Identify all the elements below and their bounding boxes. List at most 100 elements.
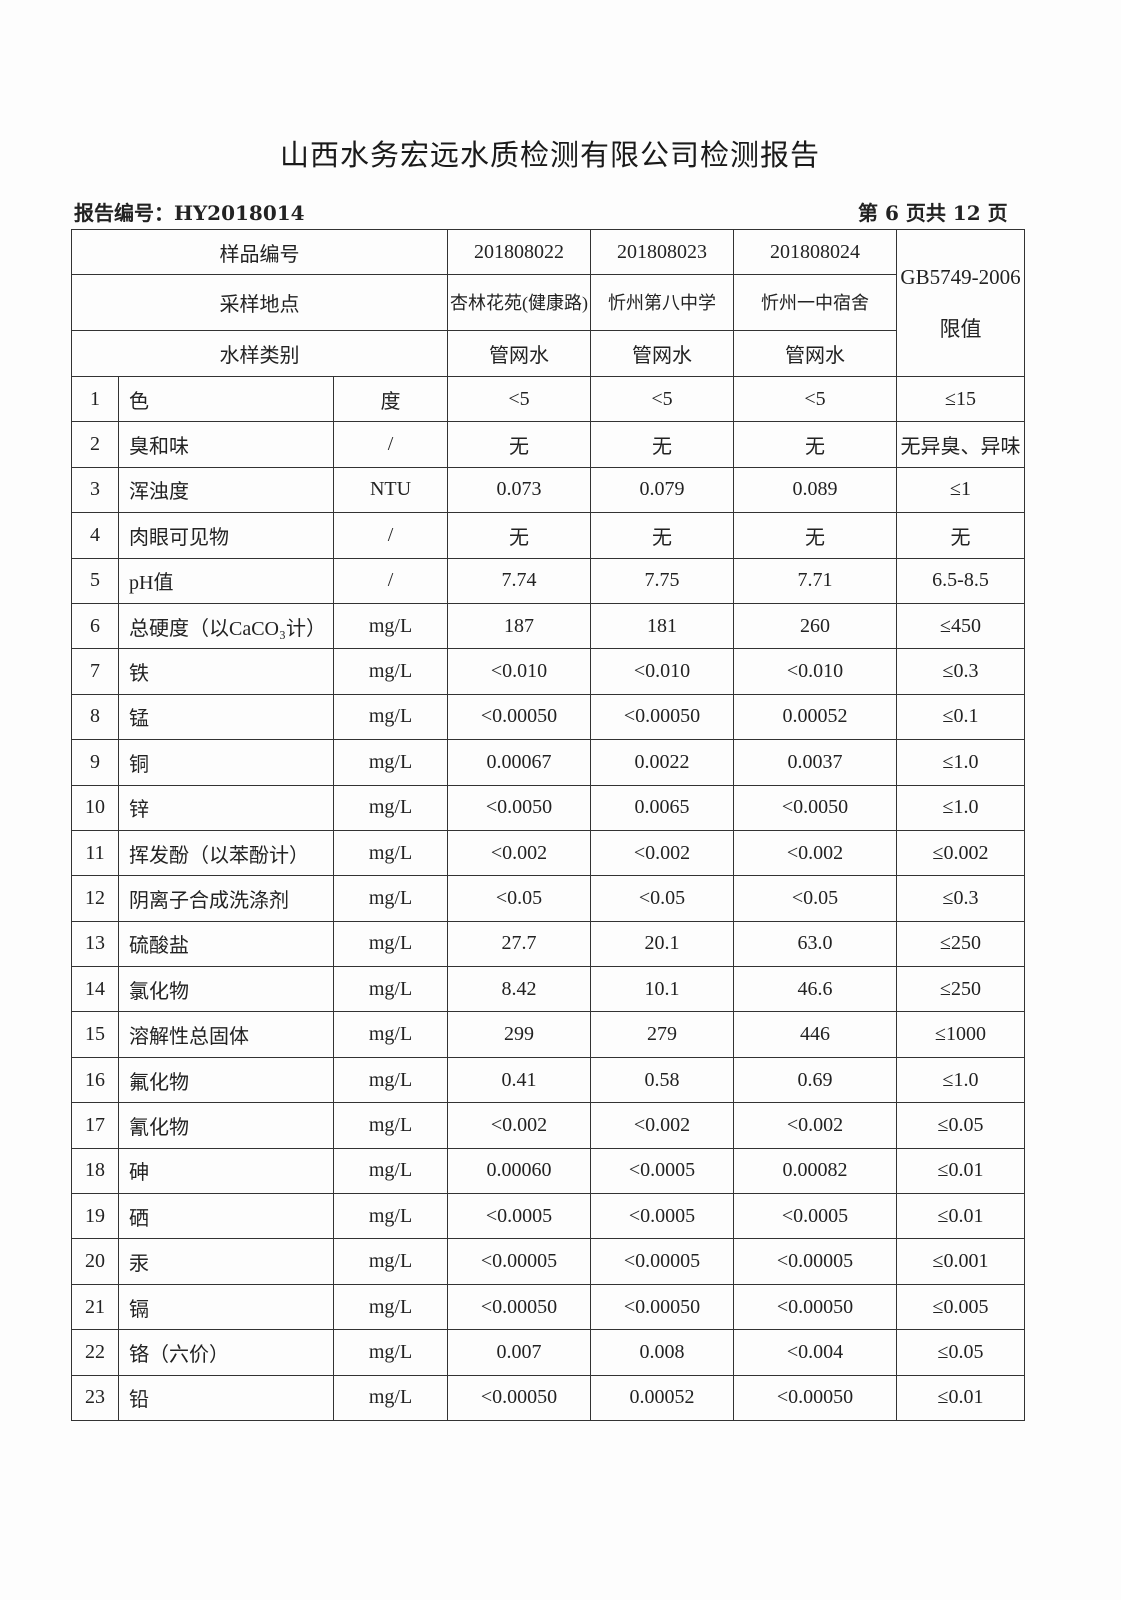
- test-item: 总硬度（以CaCO₃计）: [118, 602, 334, 650]
- row-index: 21: [71, 1283, 119, 1331]
- table-row: 9 铜 mg/L 0.00067 0.0022 0.0037 ≤1.0: [71, 739, 1025, 786]
- unit: 度: [333, 375, 448, 423]
- result-value: <5: [590, 375, 734, 423]
- limit-value: ≤1.0: [896, 1056, 1025, 1104]
- result-value: <0.010: [590, 648, 734, 695]
- result-value: 260: [733, 602, 897, 650]
- result-value: <0.00050: [733, 1283, 897, 1331]
- result-value: 0.0065: [590, 784, 734, 831]
- sample-type: 管网水: [447, 330, 591, 377]
- result-value: <0.002: [590, 1102, 734, 1149]
- test-item: 溶解性总固体: [118, 1011, 334, 1058]
- row-index: 2: [71, 421, 119, 468]
- sample-no: 201808024: [733, 229, 897, 275]
- result-value: <0.00005: [733, 1238, 897, 1285]
- result-value: 8.42: [447, 966, 591, 1013]
- result-value: <0.002: [447, 1102, 591, 1149]
- result-value: <0.0050: [733, 784, 897, 831]
- table-row: 23 铅 mg/L <0.00050 0.00052 <0.00050 ≤0.01: [71, 1374, 1025, 1421]
- test-item: 铬（六价）: [118, 1329, 334, 1376]
- result-value: 无: [590, 512, 734, 559]
- sample-no: 201808022: [447, 229, 591, 275]
- result-value: 0.007: [447, 1329, 591, 1376]
- sample-location: 忻州第八中学: [590, 274, 734, 331]
- table-row: 11 挥发酚（以苯酚计） mg/L <0.002 <0.002 <0.002 ≤0.002: [71, 829, 1025, 877]
- result-value: 7.71: [733, 557, 897, 604]
- table-row: 5 pH值/7.74 7.75 7.71 6.5-8.5: [71, 557, 1025, 604]
- sample-location: 忻州一中宿舍: [733, 274, 897, 331]
- row-index: 16: [71, 1056, 119, 1104]
- result-value: <0.00050: [447, 1374, 591, 1421]
- row-index: 3: [71, 466, 119, 514]
- table-row: 18 砷 mg/L 0.00060 <0.0005 0.00082 ≤0.01: [71, 1147, 1025, 1195]
- limit-value: ≤0.3: [896, 648, 1025, 695]
- limit-value: ≤0.01: [896, 1374, 1025, 1421]
- result-value: 0.00067: [447, 739, 591, 786]
- limit-value: ≤1.0: [896, 784, 1025, 831]
- sample-no: 201808023: [590, 229, 734, 275]
- table-row: 17 氰化物 mg/L <0.002 <0.002 <0.002 ≤0.05: [71, 1102, 1025, 1149]
- result-value: 0.58: [590, 1056, 734, 1104]
- sample-type: 管网水: [590, 330, 734, 377]
- unit: mg/L: [333, 829, 448, 877]
- table-row: 13 硫酸盐 mg/L 27.7 20.1 63.0 ≤250: [71, 920, 1025, 968]
- result-value: <0.002: [733, 829, 897, 877]
- result-value: 0.073: [447, 466, 591, 514]
- result-value: <0.0050: [447, 784, 591, 831]
- row-index: 4: [71, 512, 119, 559]
- result-value: 446: [733, 1011, 897, 1058]
- row-index: 20: [71, 1238, 119, 1285]
- test-item: 砷: [118, 1147, 334, 1195]
- result-value: 0.0022: [590, 739, 734, 786]
- result-value: <0.0005: [590, 1193, 734, 1240]
- result-value: <0.002: [590, 829, 734, 877]
- result-value: 20.1: [590, 920, 734, 968]
- row-index: 13: [71, 920, 119, 968]
- result-value: <0.004: [733, 1329, 897, 1376]
- result-value: <5: [447, 375, 591, 423]
- test-item: 硫酸盐: [118, 920, 334, 968]
- result-value: 63.0: [733, 920, 897, 968]
- test-item: 氰化物: [118, 1102, 334, 1149]
- unit: mg/L: [333, 784, 448, 831]
- result-value: 无: [447, 512, 591, 559]
- row-index: 18: [71, 1147, 119, 1195]
- result-value: 0.0037: [733, 739, 897, 786]
- test-item: 肉眼可见物: [118, 512, 334, 559]
- test-item: 锰: [118, 693, 334, 741]
- unit: mg/L: [333, 1011, 448, 1058]
- test-item: 硒: [118, 1193, 334, 1240]
- result-value: 7.75: [590, 557, 734, 604]
- row-index: 8: [71, 693, 119, 741]
- result-value: 187: [447, 602, 591, 650]
- unit: mg/L: [333, 739, 448, 786]
- unit: mg/L: [333, 1238, 448, 1285]
- unit: mg/L: [333, 875, 448, 922]
- page-info: 第 6 页共 12 页: [858, 201, 1008, 225]
- test-item: 铅: [118, 1374, 334, 1421]
- report-title: 山西水务宏远水质检测有限公司检测报告: [279, 138, 820, 172]
- result-value: 0.008: [590, 1329, 734, 1376]
- location-label: 采样地点: [71, 274, 448, 331]
- unit: mg/L: [333, 1056, 448, 1104]
- test-item: 铁: [118, 648, 334, 695]
- sample-type: 管网水: [733, 330, 897, 377]
- type-label: 水样类别: [71, 330, 448, 377]
- table-row: 7 铁 mg/L <0.010 <0.010 <0.010 ≤0.3: [71, 648, 1025, 695]
- result-value: <0.00050: [447, 1283, 591, 1331]
- limit-value: 6.5-8.5: [896, 557, 1025, 604]
- row-index: 19: [71, 1193, 119, 1240]
- limit-value: ≤0.05: [896, 1329, 1025, 1376]
- row-index: 7: [71, 648, 119, 695]
- limit-value: ≤0.05: [896, 1102, 1025, 1149]
- test-item: 锌: [118, 784, 334, 831]
- table-row: 16 氟化物 mg/L 0.41 0.58 0.69 ≤1.0: [71, 1056, 1025, 1104]
- table-row: 4 肉眼可见物 / 无无无无: [71, 512, 1025, 559]
- row-index: 1: [71, 375, 119, 423]
- test-item: pH值: [118, 557, 334, 604]
- result-value: <0.00050: [590, 693, 734, 741]
- row-index: 10: [71, 784, 119, 831]
- limit-value: ≤0.005: [896, 1283, 1025, 1331]
- limit-value: ≤0.01: [896, 1147, 1025, 1195]
- limit-value: ≤0.01: [896, 1193, 1025, 1240]
